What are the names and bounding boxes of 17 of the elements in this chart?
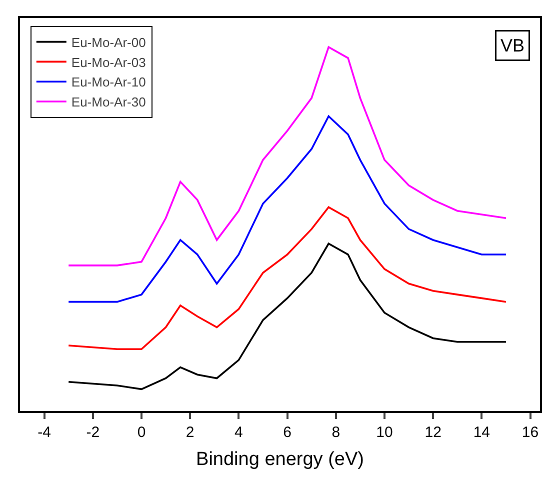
x-tick-label: 8	[332, 424, 340, 441]
x-tick-label: 6	[283, 424, 292, 441]
annotation: VB	[500, 36, 525, 56]
x-tick-label: -2	[86, 424, 100, 441]
x-tick-label: 10	[376, 424, 393, 441]
x-tick-label: 16	[522, 424, 539, 441]
x-tick-label: -4	[38, 424, 51, 441]
x-tick-label: 4	[234, 424, 243, 441]
legend-label: Eu-Mo-Ar-03	[71, 54, 146, 70]
x-axis-title: Binding energy (eV)	[196, 449, 364, 470]
legend-label: Eu-Mo-Ar-30	[71, 94, 146, 110]
x-tick-label: 14	[473, 424, 490, 441]
legend-label: Eu-Mo-Ar-00	[71, 34, 146, 50]
x-tick-label: 12	[424, 424, 442, 441]
x-tick-label: 2	[186, 424, 194, 441]
x-tick-label: 0	[137, 424, 146, 441]
legend-label: Eu-Mo-Ar-10	[71, 74, 146, 90]
